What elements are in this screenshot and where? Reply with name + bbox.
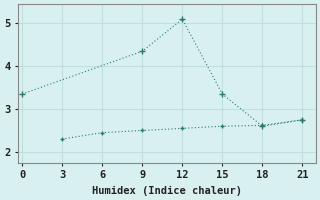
X-axis label: Humidex (Indice chaleur): Humidex (Indice chaleur) xyxy=(92,186,242,196)
